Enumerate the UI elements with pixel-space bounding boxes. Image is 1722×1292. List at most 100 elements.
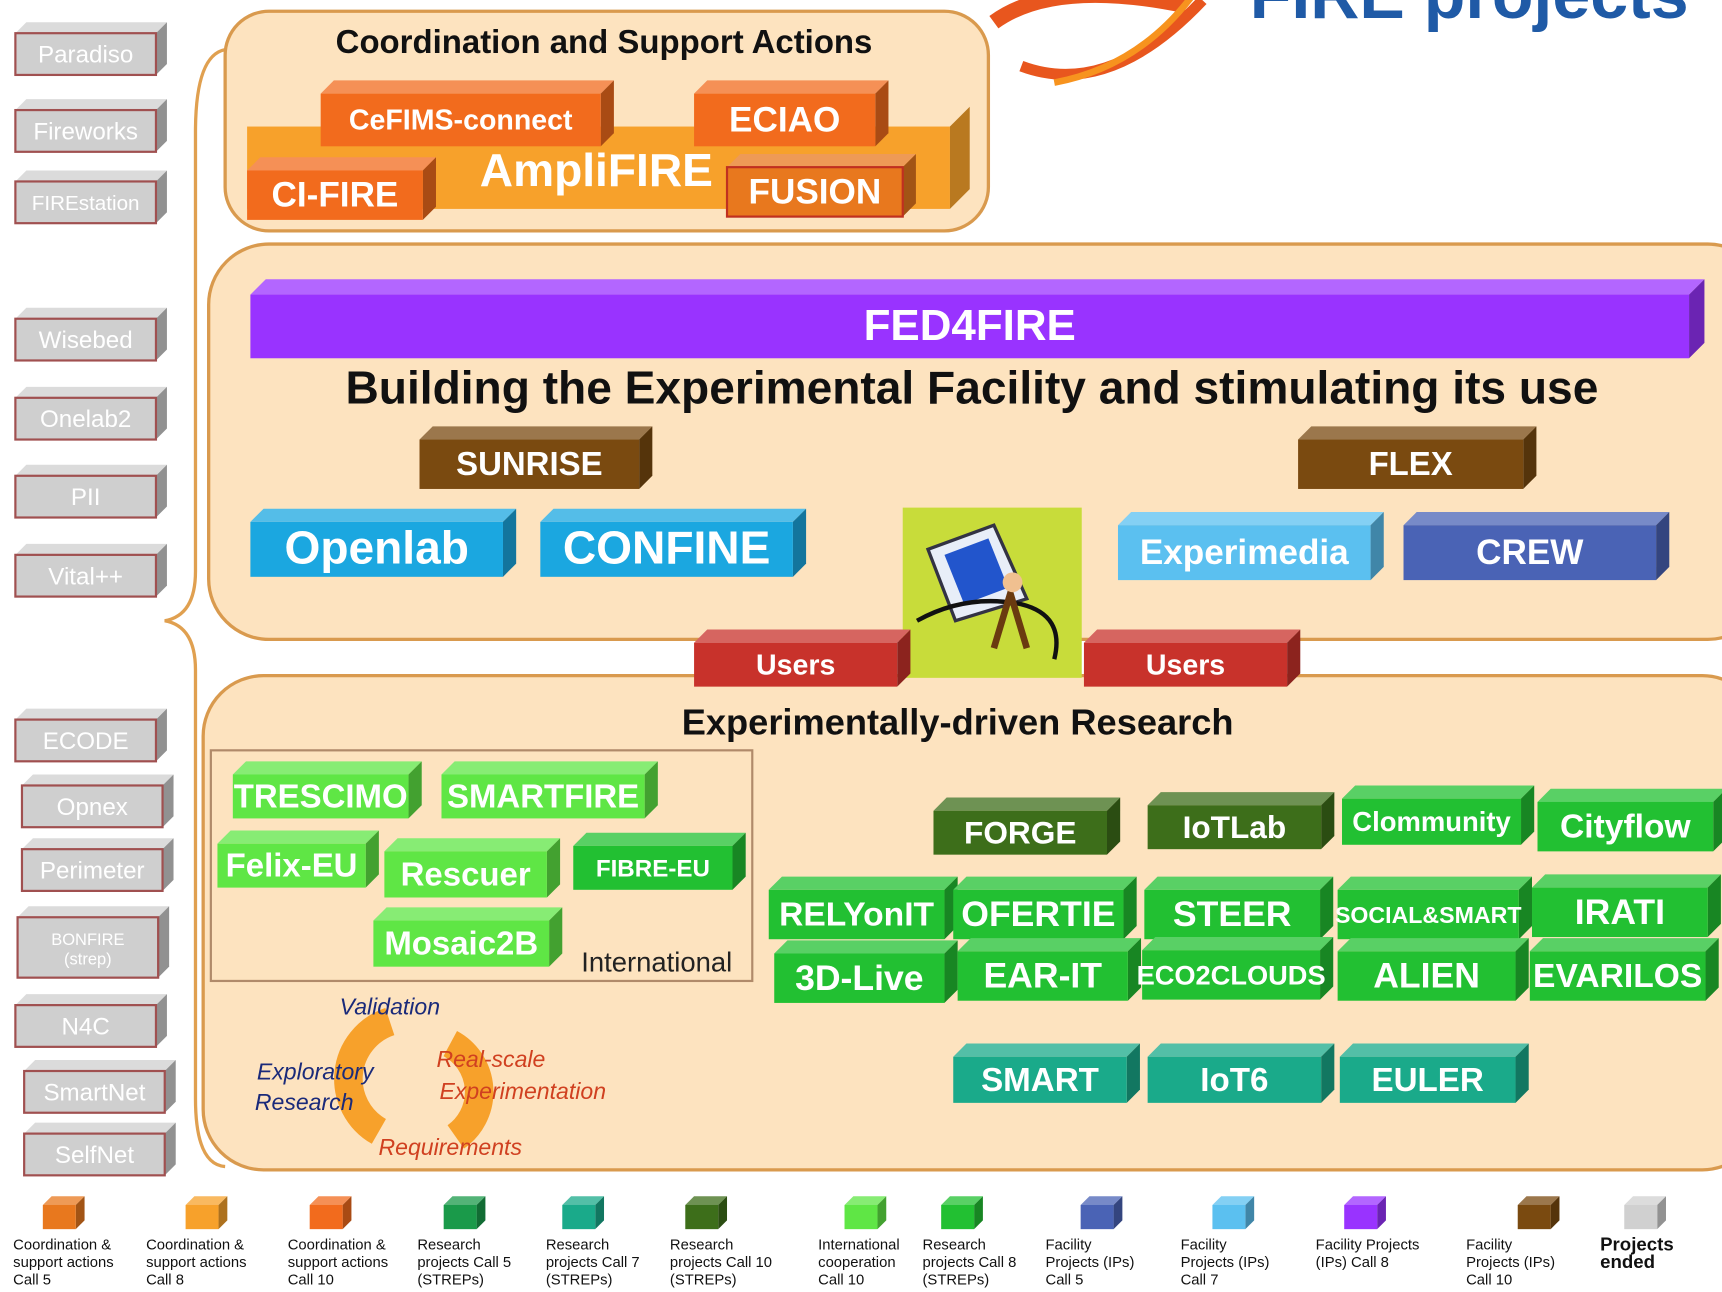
- block-top: [774, 940, 957, 953]
- block: FIREstation: [15, 170, 167, 223]
- ended-project: Vital++: [48, 563, 123, 590]
- block-top: [1338, 938, 1529, 951]
- legend-entry: Coordination &support actionsCall 5: [13, 1196, 113, 1288]
- legend-swatch: [310, 1205, 343, 1229]
- block: N4C: [15, 994, 167, 1047]
- cycle-label: Exploratory: [257, 1058, 375, 1084]
- legend-label: (IPs) Call 8: [1316, 1255, 1389, 1271]
- block-top: [1084, 630, 1300, 643]
- block: Mosaic2B: [373, 907, 562, 966]
- block: 3D-Live: [774, 940, 957, 1003]
- legend-label: Research: [670, 1238, 733, 1254]
- legend-entry: Coordination &support actionsCall 10: [288, 1196, 388, 1288]
- block-label: EULER: [1371, 1062, 1483, 1099]
- block-label: Cityflow: [1560, 809, 1692, 846]
- block-top: [233, 761, 422, 774]
- block: SOCIAL&SMART: [1335, 877, 1532, 940]
- legend-label: Coordination &: [146, 1238, 244, 1254]
- ended-project: Perimeter: [40, 858, 145, 885]
- block-label: CeFIMS-connect: [349, 105, 573, 137]
- block: Fireworks: [15, 99, 167, 152]
- block-top: [373, 907, 562, 920]
- block: Opnex: [22, 774, 174, 827]
- legend-label: Research: [546, 1238, 609, 1254]
- block: Onelab2: [15, 387, 167, 440]
- cycle-label: Validation: [340, 994, 440, 1020]
- cycle-label: Requirements: [379, 1134, 523, 1160]
- legend-label: (STREPs): [670, 1273, 737, 1289]
- block: Vital++: [15, 544, 167, 597]
- block-top: [15, 170, 167, 181]
- logo-title: FIRE projects: [1250, 0, 1689, 33]
- block-label: TRESCIMO: [234, 777, 408, 814]
- block-top: [420, 426, 653, 439]
- block-top: [1148, 792, 1335, 805]
- block: CeFIMS-connect: [321, 80, 614, 146]
- legend-swatch: [1212, 1205, 1245, 1229]
- legend-label: projects Call 8: [923, 1255, 1017, 1271]
- block-label: Experimedia: [1140, 533, 1349, 572]
- block: FUSION: [727, 154, 916, 217]
- block-top: [384, 838, 560, 851]
- block-top: [1342, 785, 1534, 798]
- block-top: [933, 798, 1120, 811]
- block: Paradiso: [15, 22, 167, 75]
- legend-label: (STREPs): [923, 1273, 990, 1289]
- legend-entry: Researchprojects Call 5(STREPs): [417, 1196, 511, 1288]
- block-top: [1532, 874, 1721, 887]
- legend-swatch: [562, 1205, 595, 1229]
- block: FORGE: [933, 798, 1120, 855]
- block: SUNRISE: [420, 426, 653, 489]
- block-label: Mosaic2B: [384, 925, 538, 962]
- block-top: [1340, 1044, 1529, 1057]
- block: IRATI: [1532, 874, 1721, 937]
- legend-entry: InternationalcooperationCall 10: [818, 1196, 900, 1288]
- block: RELYonIT: [769, 877, 958, 940]
- block: IoTLab: [1148, 792, 1335, 849]
- block-label: FORGE: [964, 814, 1076, 850]
- block-label: AmpliFIRE: [480, 144, 713, 196]
- legend-label: projects Call 5: [417, 1255, 511, 1271]
- legend-label: Call 7: [1181, 1273, 1219, 1289]
- block-label: FLEX: [1369, 445, 1453, 482]
- block-top: [573, 833, 745, 846]
- cycle-label: Real-scale: [436, 1046, 545, 1072]
- legend-label: (STREPs): [417, 1273, 484, 1289]
- block-top: [694, 80, 888, 93]
- block-top: [1538, 789, 1722, 802]
- block-top: [15, 308, 167, 319]
- block-top: [321, 80, 614, 93]
- block-top: [18, 906, 170, 917]
- block-label: IoTLab: [1183, 809, 1287, 845]
- ended-project: N4C: [61, 1014, 109, 1041]
- icon-head: [1003, 572, 1023, 592]
- ended-project: PII: [71, 484, 101, 511]
- block-top: [1118, 512, 1384, 525]
- block-label: EAR-IT: [983, 956, 1102, 996]
- block-label: IoT6: [1200, 1062, 1268, 1099]
- block-top: [24, 1123, 176, 1134]
- block: Users: [1084, 630, 1300, 687]
- block-label: OFERTIE: [961, 894, 1115, 934]
- legend-swatch: [1344, 1205, 1377, 1229]
- block: Cityflow: [1538, 789, 1722, 852]
- block-top: [250, 509, 516, 522]
- ended-project: Wisebed: [39, 327, 133, 354]
- logo-swirl: [994, 0, 1186, 22]
- ended-project: SmartNet: [43, 1079, 145, 1106]
- block-label: EVARILOS: [1533, 958, 1702, 995]
- users-icon: [903, 508, 1082, 678]
- block-side: [158, 906, 169, 977]
- block-label: ECIAO: [729, 100, 840, 139]
- block-top: [441, 761, 657, 774]
- block: Wisebed: [15, 308, 167, 361]
- block-label: CI-FIRE: [272, 176, 399, 215]
- block: IoT6: [1148, 1044, 1335, 1103]
- block-label: Rescuer: [401, 855, 531, 892]
- block-label: IRATI: [1575, 892, 1665, 932]
- legend-label: Facility Projects: [1316, 1238, 1420, 1254]
- legend-label: Call 5: [1046, 1273, 1084, 1289]
- block-top: [217, 831, 378, 844]
- legend-label: Facility: [1046, 1238, 1093, 1254]
- legend-swatch: [845, 1205, 878, 1229]
